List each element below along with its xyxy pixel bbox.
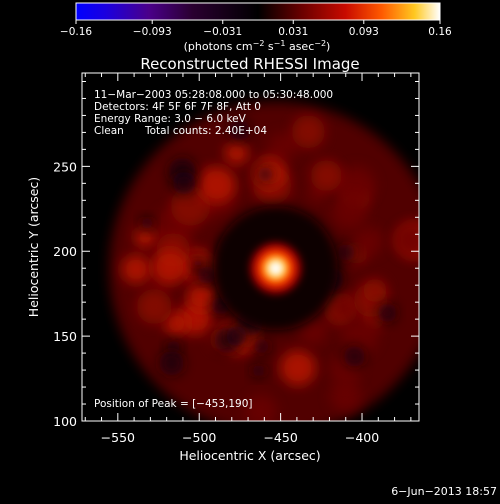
ring-gap	[228, 119, 251, 142]
colorbar-tick-label: 0.16	[428, 26, 452, 38]
y-tick-label: 250	[53, 159, 77, 174]
y-tick-label: 200	[53, 244, 77, 259]
ring-gap	[225, 325, 247, 347]
ring-spot	[334, 297, 353, 317]
ring-gap	[172, 171, 196, 195]
x-tick-label: −500	[182, 430, 216, 445]
y-tick-label: 150	[53, 329, 77, 344]
ring-spot	[121, 254, 151, 284]
x-tick-label: −400	[345, 430, 379, 445]
ring-spot	[393, 222, 419, 258]
colorbar-tick-label: 0.093	[349, 26, 379, 38]
x-axis-label: Heliocentric X (arcsec)	[179, 448, 320, 463]
x-tick-label: −450	[263, 430, 297, 445]
ring-spot	[198, 166, 236, 204]
ring-spot	[310, 159, 342, 192]
ring-spot	[299, 317, 328, 346]
annotation-total-counts: Total counts: 2.40E+04	[144, 125, 267, 137]
ring-gap	[257, 166, 274, 183]
annotation-peak-position: Position of Peak = [−453,190]	[94, 398, 253, 410]
ring-spot	[244, 394, 277, 421]
ring-spot	[170, 186, 211, 226]
ring-gap	[337, 243, 356, 262]
colorbar-tick-label: −0.16	[60, 26, 92, 38]
ring-gap	[140, 216, 154, 231]
ring-spot	[280, 350, 316, 386]
ring-gap	[159, 350, 185, 376]
ring-spot	[329, 380, 362, 412]
y-tick-label: 100	[53, 414, 77, 429]
peak-source	[267, 260, 284, 277]
colorbar	[75, 2, 441, 21]
plot-frame	[81, 72, 420, 422]
annotation-time-range: 11−Mar−2003 05:28:08.000 to 05:30:48.000	[94, 89, 333, 101]
ring-gap	[377, 303, 397, 323]
ring-spot	[341, 318, 378, 355]
y-axis-label: Heliocentric Y (arcsec)	[26, 177, 41, 317]
x-tick-label: −550	[101, 430, 135, 445]
axis-ticks: −550 −500 −450 −400 100 150 200 250	[53, 73, 419, 445]
ring-gap	[253, 338, 270, 355]
colorbar-units: (photons cm−2 s−1 asec−2)	[184, 39, 331, 53]
colorbar-tick-label: −0.093	[133, 26, 172, 38]
ring-spot	[136, 288, 172, 325]
colorbar-tick-label: −0.031	[203, 26, 242, 38]
ring-spot	[186, 282, 216, 312]
ring-gap	[343, 345, 366, 368]
annotation-detectors: Detectors: 4F 5F 6F 7F 8F, Att 0	[94, 101, 261, 113]
annotation-method: Clean	[94, 125, 124, 137]
ring-spot	[354, 226, 384, 256]
ring-spot	[268, 132, 297, 162]
ring-spot	[164, 311, 189, 336]
plot-image	[82, 73, 419, 421]
ring-spot	[331, 194, 367, 230]
ring-spot	[338, 166, 376, 204]
ring-spot	[152, 249, 188, 285]
ring-spot	[134, 226, 156, 248]
ring-spot	[363, 278, 387, 303]
ring-gap	[191, 257, 205, 270]
ring-gap	[251, 363, 266, 378]
colorbar-tick-label: 0.031	[278, 26, 308, 38]
ring-gap	[166, 339, 181, 355]
annotation-energy: Energy Range: 3.0 − 6.0 keV	[94, 113, 247, 125]
ring-spot	[224, 141, 249, 165]
colorbar-ticks: −0.16 −0.093 −0.031 0.031 0.093 0.16	[60, 20, 452, 38]
date-stamp: 6−Jun−2013 18:57	[391, 485, 497, 498]
ring-spot	[291, 115, 325, 149]
chart-title: Reconstructed RHESSI Image	[140, 55, 359, 73]
ring-gap	[197, 265, 216, 285]
